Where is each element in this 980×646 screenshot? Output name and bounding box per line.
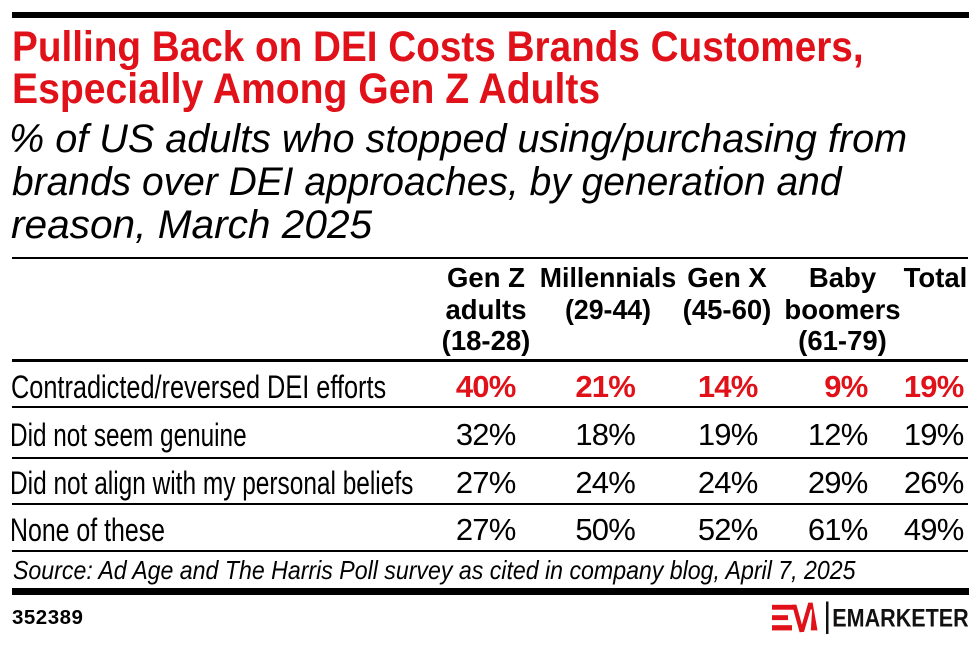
- svg-text:EMARKETER: EMARKETER: [832, 605, 968, 633]
